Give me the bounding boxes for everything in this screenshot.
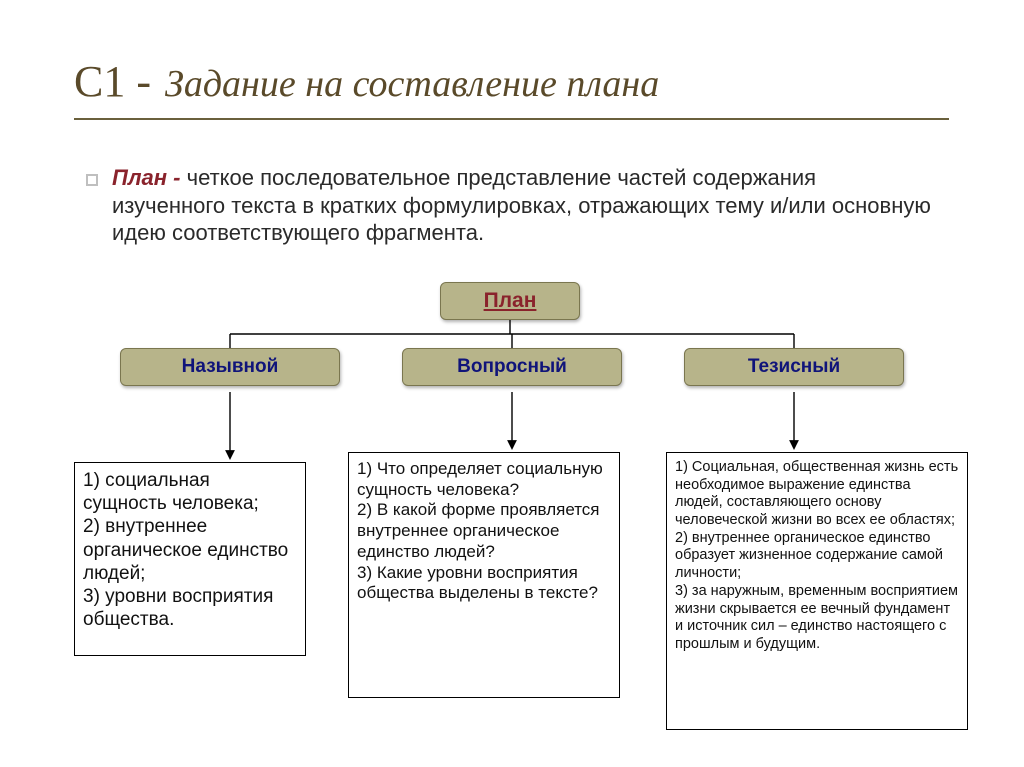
- tree-child-2-label: Вопросный: [457, 356, 567, 378]
- tree-root-label: План: [484, 289, 537, 313]
- title-prefix: С1 -: [74, 56, 151, 107]
- detail-box-1: 1) социальная сущность человека; 2) внут…: [74, 462, 306, 656]
- detail-box-2: 1) Что определяет социальную сущность че…: [348, 452, 620, 698]
- definition-body: четкое последовательное представление ча…: [112, 165, 931, 245]
- tree-root: План: [440, 282, 580, 320]
- tree-child-3: Тезисный: [684, 348, 904, 386]
- detail-text-3: 1) Социальная, общественная жизнь есть н…: [675, 459, 958, 652]
- detail-text-1: 1) социальная сущность человека; 2) внут…: [83, 470, 288, 630]
- title-underline: [74, 118, 949, 120]
- detail-box-3: 1) Социальная, общественная жизнь есть н…: [666, 452, 968, 730]
- bullet-icon: [86, 174, 98, 186]
- slide-title: С1 - Задание на составление плана: [74, 56, 659, 107]
- detail-text-2: 1) Что определяет социальную сущность че…: [357, 459, 603, 602]
- definition-text: План - четкое последовательное представл…: [112, 164, 932, 247]
- tree-child-1: Назывной: [120, 348, 340, 386]
- tree-child-1-label: Назывной: [182, 356, 279, 378]
- tree-child-3-label: Тезисный: [748, 356, 840, 378]
- definition-term: План -: [112, 165, 180, 190]
- title-main: Задание на составление плана: [165, 62, 659, 106]
- tree-child-2: Вопросный: [402, 348, 622, 386]
